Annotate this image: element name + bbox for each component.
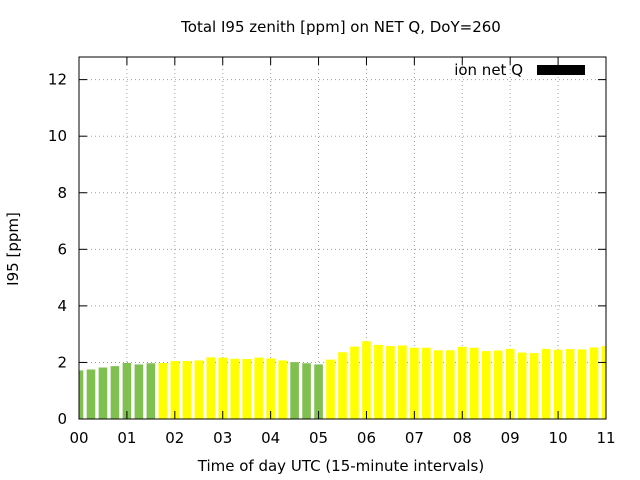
bar [146,363,156,419]
chart-title: Total I95 zenith [ppm] on NET Q, DoY=260 [180,18,501,36]
bar [326,359,335,419]
bar [362,341,371,419]
bar [158,363,168,419]
bar [290,362,299,419]
bar [601,346,606,419]
bar [98,367,108,419]
x-axis-label: Time of day UTC (15-minute intervals) [197,457,484,475]
y-tick-label: 2 [57,353,67,371]
bar [182,361,192,419]
bar [529,353,539,419]
bar [517,352,527,419]
x-tick-label: 05 [309,429,328,447]
y-tick-label: 12 [48,71,67,89]
y-tick-label: 0 [57,410,67,428]
x-tick-label: 09 [501,429,520,447]
bar [86,369,96,419]
grid-lines [79,57,606,419]
x-tick-label: 03 [213,429,232,447]
bar [350,346,359,419]
x-tick-label: 06 [357,429,376,447]
bar [541,348,551,419]
bar [206,357,216,419]
plot-frame [78,56,607,420]
y-axis-label: I95 [ppm] [4,212,22,286]
bar [386,346,395,419]
x-tick-label: 02 [165,429,184,447]
x-tick-label: 10 [549,429,568,447]
bar-series [79,341,606,419]
bar [170,361,180,419]
legend-label: ion net Q [454,61,523,79]
bar [338,352,347,419]
bar [553,349,563,419]
y-tick-label: 10 [48,127,67,145]
bar [577,349,587,419]
legend-swatch [537,65,585,75]
x-tick-label: 04 [261,429,280,447]
bar [230,358,240,419]
bar [134,364,144,419]
y-tick-label: 8 [57,184,67,202]
x-tick-label: 08 [453,429,472,447]
y-tick-label: 4 [57,297,67,315]
legend: ion net Q [454,61,585,79]
bar [194,360,204,419]
x-tick-label: 07 [405,429,424,447]
bar [493,350,503,419]
y-tick-label: 6 [57,240,67,258]
bar [469,347,479,419]
bar [122,363,132,419]
bar [254,357,263,419]
bar [410,347,419,419]
bar [422,347,431,419]
bar [278,360,287,419]
bar [565,349,575,419]
bar [589,347,599,419]
bar [218,357,228,419]
bar [302,363,311,419]
bar [79,370,84,419]
bar [505,348,515,419]
x-tick-label: 00 [69,429,88,447]
bar [457,346,467,419]
bar [481,351,491,419]
bar [374,344,383,419]
bar [110,366,120,419]
bar [266,358,275,419]
bar [242,359,251,419]
x-tick-label: 11 [596,429,615,447]
bar [314,364,323,419]
bar [445,350,455,419]
bar [434,350,443,419]
bar [398,345,407,419]
x-tick-label: 01 [117,429,136,447]
